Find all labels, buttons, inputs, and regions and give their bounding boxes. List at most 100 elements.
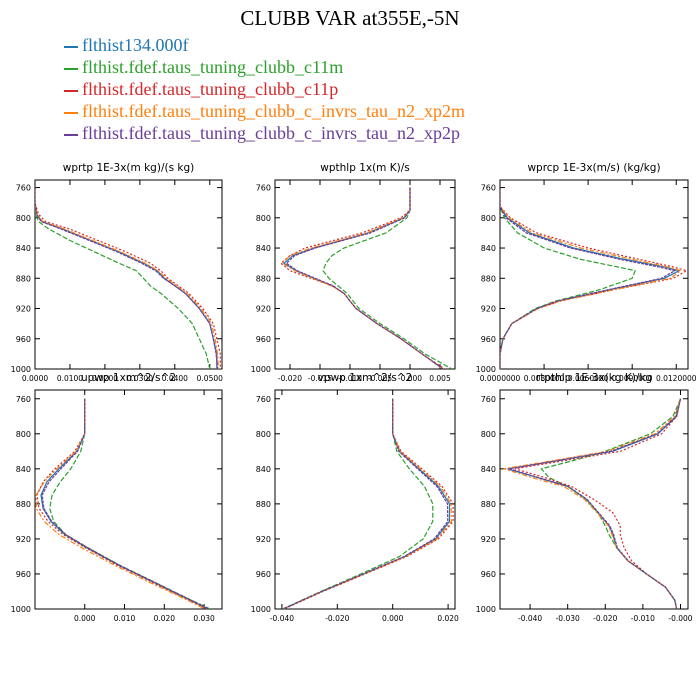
legend-item: flthist.fdef.taus_tuning_clubb_c_invrs_t…	[64, 122, 465, 144]
x-tick-label: 0.0200	[92, 374, 118, 383]
series-line	[500, 187, 677, 369]
y-tick-label: 960	[256, 335, 271, 344]
legend-label: flthist.fdef.taus_tuning_clubb_c11m	[82, 57, 344, 77]
legend-swatch	[64, 133, 78, 136]
y-tick-label: 760	[16, 395, 31, 404]
x-tick-label: -0.005	[368, 374, 392, 383]
x-tick-label: 0.0090000	[612, 374, 653, 383]
y-tick-label: 800	[256, 214, 271, 223]
y-tick-label: 800	[481, 430, 496, 439]
x-tick-label: 0.005	[429, 374, 451, 383]
y-tick-label: 920	[481, 305, 496, 314]
y-tick-label: 960	[16, 570, 31, 579]
y-tick-label: 760	[481, 184, 496, 193]
x-tick-label: -0.020	[278, 374, 302, 383]
x-tick-label: -0.000	[398, 374, 422, 383]
x-tick-label: -0.030	[556, 614, 580, 623]
legend-swatch	[64, 111, 78, 114]
y-tick-label: 880	[481, 500, 496, 509]
y-tick-label: 920	[481, 535, 496, 544]
x-tick-label: 0.0120000	[656, 374, 697, 383]
legend-label: flthist.fdef.taus_tuning_clubb_c11p	[82, 79, 339, 99]
chart-panel: wprcp 1E-3x(m/s) (kg/kg) 760 800 840 880 920 9…	[476, 162, 697, 383]
y-tick-label: 880	[16, 274, 31, 283]
series-line	[49, 398, 211, 609]
panel-title: wprcp 1E-3x(m/s) (kg/kg)	[527, 162, 660, 174]
y-tick-label: 800	[16, 214, 31, 223]
chart-panel: rtpthlp 1E-3x(kg K)/kg 760 800 840 880 920 960…	[476, 372, 693, 623]
legend-item: flthist.fdef.taus_tuning_clubb_c11p	[64, 78, 465, 100]
x-tick-label: -0.040	[270, 614, 294, 623]
legend-swatch	[64, 89, 78, 92]
plot-frame	[34, 389, 223, 610]
x-tick-label: -0.020	[593, 614, 617, 623]
y-tick-label: 920	[256, 305, 271, 314]
panel-title: rtpthlp 1E-3x(kg K)/kg	[536, 372, 652, 384]
panel-title: vpwp 1xm^2/s^2	[318, 372, 413, 384]
y-tick-label: 1000	[251, 605, 271, 614]
series-line	[500, 187, 681, 369]
y-tick-label: 960	[481, 335, 496, 344]
series-line	[281, 187, 444, 369]
y-tick-label: 960	[16, 335, 31, 344]
y-tick-label: 840	[16, 244, 31, 253]
legend-item: flthist134.000f	[64, 34, 465, 56]
y-tick-label: 1000	[476, 605, 496, 614]
panel-title: wpthlp 1x(m K)/s	[320, 162, 410, 174]
series-line	[35, 187, 218, 369]
legend-label: flthist134.000f	[82, 35, 189, 55]
y-tick-label: 760	[481, 395, 496, 404]
series-line	[35, 187, 220, 369]
series-line	[514, 398, 682, 609]
series-line	[36, 398, 208, 609]
x-tick-label: -0.015	[308, 374, 332, 383]
x-tick-label: -0.010	[631, 614, 655, 623]
series-line	[35, 187, 211, 369]
series-line	[500, 187, 683, 369]
y-tick-label: 1000	[476, 365, 496, 374]
y-tick-label: 880	[481, 274, 496, 283]
series-line	[283, 398, 451, 609]
chart-panel: wprtp 1E-3x(m kg)/(s kg) 760 800 840 880 920 9…	[11, 162, 223, 383]
x-tick-label: 0.020	[154, 614, 176, 623]
x-tick-label: 0.0500	[197, 374, 223, 383]
series-line	[35, 187, 221, 369]
y-tick-label: 960	[256, 570, 271, 579]
legend-swatch	[64, 67, 78, 70]
series-line	[282, 398, 434, 609]
legend-swatch	[64, 45, 78, 48]
x-tick-label: 0.030	[193, 614, 215, 623]
y-tick-label: 920	[16, 535, 31, 544]
series-line	[41, 398, 210, 609]
legend-item: flthist.fdef.taus_tuning_clubb_c11m	[64, 56, 465, 78]
series-line	[282, 187, 444, 369]
series-line	[540, 398, 682, 609]
y-tick-label: 1000	[11, 365, 31, 374]
plot-frame	[499, 389, 689, 610]
y-tick-label: 960	[481, 570, 496, 579]
figure-title: CLUBB VAR at355E,-5N	[240, 6, 460, 30]
y-tick-label: 840	[256, 244, 271, 253]
legend: flthist134.000f flthist.fdef.taus_tuning…	[64, 34, 465, 144]
y-tick-label: 800	[16, 430, 31, 439]
y-tick-label: 760	[256, 395, 271, 404]
y-tick-label: 840	[481, 244, 496, 253]
chart-panel: wpthlp 1x(m K)/s 760 800 840 880 920 960 1000 -0…	[251, 162, 456, 383]
x-tick-label: 0.010	[114, 614, 136, 623]
series-line	[282, 398, 449, 609]
legend-label: flthist.fdef.taus_tuning_clubb_c_invrs_t…	[82, 101, 465, 121]
legend-label: flthist.fdef.taus_tuning_clubb_c_invrs_t…	[82, 123, 460, 143]
x-tick-label: -0.000	[668, 614, 692, 623]
y-tick-label: 880	[16, 500, 31, 509]
x-tick-label: 0.0300	[127, 374, 153, 383]
y-tick-label: 760	[256, 184, 271, 193]
series-line	[35, 398, 206, 609]
x-tick-label: -0.010	[338, 374, 362, 383]
x-tick-label: 0.020	[437, 614, 459, 623]
series-line	[35, 187, 219, 369]
plot-frame	[274, 389, 456, 610]
y-tick-label: 920	[16, 305, 31, 314]
y-tick-label: 1000	[11, 605, 31, 614]
y-tick-label: 880	[256, 500, 271, 509]
